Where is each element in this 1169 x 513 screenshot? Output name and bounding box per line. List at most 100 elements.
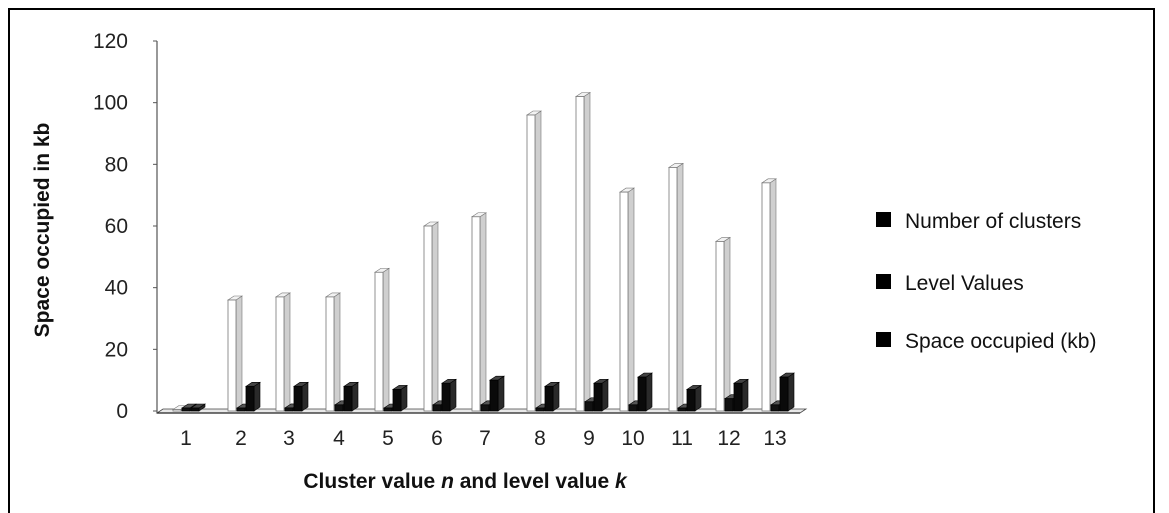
- bar-1-3-face: [284, 407, 294, 412]
- x-axis-title-part-2: and level value: [454, 470, 615, 493]
- bar-2-11-side: [694, 384, 702, 412]
- bar-2-8-face: [544, 385, 554, 412]
- bar-2-7-face: [489, 379, 499, 412]
- bar-1-2-face: [236, 407, 246, 412]
- y-tick-label-40: 40: [105, 277, 128, 300]
- bar-0-5-face: [374, 271, 384, 412]
- x-tick-label-1: 1: [180, 427, 192, 450]
- bar-0-10-side: [627, 187, 635, 412]
- legend-label-space-occupied: Space occupied (kb): [905, 330, 1096, 353]
- x-tick-label-12: 12: [717, 427, 740, 450]
- bar-2-13-side: [787, 372, 795, 412]
- bar-2-2-face: [245, 385, 255, 412]
- y-tick-label-20: 20: [105, 338, 128, 361]
- x-axis-title-var-k: k: [615, 470, 628, 493]
- x-tick-label-9: 9: [583, 427, 595, 450]
- bar-0-5-side: [382, 267, 390, 412]
- bar-1-1-face: [181, 407, 191, 412]
- bar-1-9-face: [584, 401, 594, 412]
- bar-2-12: [733, 378, 749, 412]
- bar-0-8: [526, 110, 542, 412]
- x-tick-label-6: 6: [431, 427, 443, 450]
- y-tick-label-120: 120: [93, 30, 128, 53]
- bar-2-5: [392, 384, 408, 412]
- y-tick-label-80: 80: [105, 153, 128, 176]
- bar-0-11-side: [676, 162, 684, 412]
- legend-swatch-level-values: [876, 274, 891, 289]
- bar-0-2-face: [227, 299, 237, 412]
- bar-1-5-face: [383, 407, 393, 412]
- bar-1-12-face: [724, 398, 734, 412]
- bar-2-7-side: [497, 375, 505, 412]
- x-tick-label-4: 4: [333, 427, 345, 450]
- bar-2-9-face: [593, 382, 603, 412]
- bar-0-9-side: [583, 91, 591, 412]
- bar-0-13-side: [769, 178, 777, 412]
- bar-0-6-face: [423, 225, 433, 412]
- x-tick-label-3: 3: [283, 427, 295, 450]
- bar-0-11-face: [668, 167, 678, 412]
- bar-1-6-face: [432, 404, 442, 412]
- y-axis-title: Space occupied in kb: [31, 123, 54, 338]
- y-tick-label-100: 100: [93, 92, 128, 115]
- x-tick-label-2: 2: [235, 427, 247, 450]
- x-tick-labels: 1 2 3 4 5 6 7 8 9 10 11 12 13: [180, 427, 787, 450]
- bar-2-2: [245, 381, 261, 412]
- bar-2-13-face: [779, 376, 789, 412]
- y-tick-label-60: 60: [105, 215, 128, 238]
- bar-2-4: [343, 381, 359, 412]
- bar-0-3: [275, 292, 291, 412]
- legend-label-number-of-clusters: Number of clusters: [905, 210, 1081, 233]
- bar-0-13-face: [761, 182, 771, 412]
- bar-2-1-face: [190, 407, 200, 412]
- bar-2-4-face: [343, 385, 353, 412]
- bar-2-11-face: [686, 389, 696, 412]
- bar-2-3-face: [293, 385, 303, 412]
- bar-2-12-face: [733, 382, 743, 412]
- bar-0-2-side: [235, 295, 243, 412]
- bar-0-2: [227, 295, 243, 412]
- legend: Number of clusters Level Values Space oc…: [876, 210, 1096, 353]
- y-tick-label-0: 0: [116, 400, 128, 423]
- bar-1-13-face: [770, 404, 780, 412]
- bar-1-7-face: [480, 404, 490, 412]
- bar-0-10: [619, 187, 635, 412]
- bar-2-9-side: [601, 378, 609, 412]
- bar-0-3-face: [275, 296, 285, 412]
- bar-2-13: [779, 372, 795, 412]
- bar-0-10-face: [619, 191, 629, 412]
- bar-2-2-side: [253, 381, 261, 412]
- x-axis-title-part-1: Cluster value: [303, 470, 441, 493]
- bar-0-7-side: [479, 212, 487, 412]
- x-tick-label-7: 7: [479, 427, 491, 450]
- bar-0-5: [374, 267, 390, 412]
- legend-label-level-values: Level Values: [905, 272, 1024, 295]
- bar-0-4-side: [333, 292, 341, 412]
- bar-2-4-side: [351, 381, 359, 412]
- bar-2-7: [489, 375, 505, 412]
- bar-0-7-face: [471, 216, 481, 412]
- x-tick-label-10: 10: [621, 427, 644, 450]
- bar-2-3-side: [301, 381, 309, 412]
- y-tick-labels: 0 20 40 60 80 100 120: [93, 30, 157, 423]
- bar-0-9: [575, 91, 591, 412]
- bar-0-4-face: [325, 296, 335, 412]
- x-tick-label-11: 11: [671, 427, 693, 450]
- bar-0-8-side: [534, 110, 542, 412]
- bar-0-4: [325, 292, 341, 412]
- bar-2-5-side: [400, 384, 408, 412]
- x-tick-label-8: 8: [534, 427, 546, 450]
- bar-2-6: [441, 378, 457, 412]
- bars: [172, 91, 795, 412]
- bar-1-11-face: [677, 407, 687, 412]
- x-tick-label-5: 5: [382, 427, 394, 450]
- bar-2-3: [293, 381, 309, 412]
- bar-0-7: [471, 212, 487, 412]
- bar-2-1: [190, 403, 206, 412]
- bar-0-13: [761, 178, 777, 412]
- bar-0-12: [715, 236, 731, 412]
- bar-2-12-side: [741, 378, 749, 412]
- bar-2-6-face: [441, 382, 451, 412]
- bar-0-1-face: [172, 409, 182, 412]
